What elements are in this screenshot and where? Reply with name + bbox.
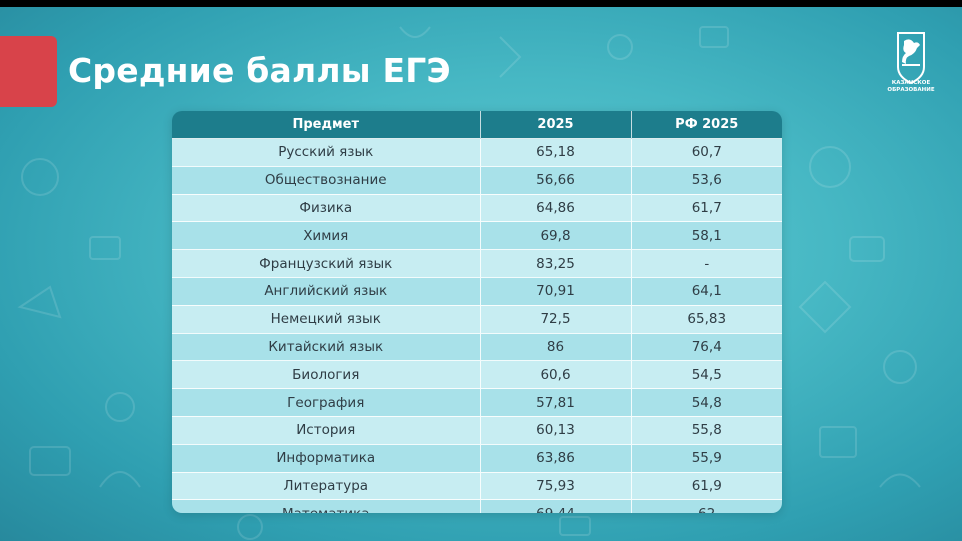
table-row: Английский язык 70,91 64,1 — [172, 276, 782, 306]
table-header-row: Предмет 2025 РФ 2025 — [172, 111, 782, 139]
subject-cell: Английский язык — [172, 276, 480, 306]
score-rf-cell: 65,83 — [630, 304, 782, 334]
score-rf-cell: 55,9 — [630, 443, 782, 473]
score-2025-cell: 69,44 — [479, 499, 631, 513]
table-row: Немецкий язык 72,5 65,83 — [172, 304, 782, 334]
subject-cell: Литература — [172, 471, 480, 500]
subject-cell: Русский язык — [172, 138, 480, 167]
score-2025-cell: 57,81 — [479, 388, 631, 417]
subject-cell: Биология — [172, 360, 480, 389]
table-row: Математика 69,44 62 — [172, 499, 782, 513]
table-row: Французский язык 83,25 - — [172, 249, 782, 278]
score-2025-cell: 65,18 — [479, 138, 631, 167]
kazan-dragon-logo-icon — [897, 32, 925, 85]
subject-cell: История — [172, 415, 480, 445]
subject-cell: География — [172, 388, 480, 417]
score-2025-cell: 60,6 — [479, 360, 631, 389]
table-body: Русский язык 65,18 60,7 Обществознание 5… — [172, 138, 782, 513]
subject-cell: Французский язык — [172, 249, 480, 278]
subject-cell: Немецкий язык — [172, 304, 480, 334]
subject-cell: Физика — [172, 193, 480, 222]
score-2025-cell: 75,93 — [479, 471, 631, 500]
score-rf-cell: 64,1 — [630, 276, 782, 306]
table-row: Биология 60,6 54,5 — [172, 360, 782, 389]
score-rf-cell: 53,6 — [630, 165, 782, 195]
score-rf-cell: 76,4 — [630, 332, 782, 361]
score-rf-cell: 54,5 — [630, 360, 782, 389]
score-2025-cell: 64,86 — [479, 193, 631, 222]
score-2025-cell: 72,5 — [479, 304, 631, 334]
subject-cell: Обществознание — [172, 165, 480, 195]
score-2025-cell: 60,13 — [479, 415, 631, 445]
score-2025-cell: 63,86 — [479, 443, 631, 473]
background-doodle-pattern — [17, 26, 921, 540]
subject-cell: Химия — [172, 221, 480, 250]
table-row: Русский язык 65,18 60,7 — [172, 138, 782, 167]
scores-table: Предмет 2025 РФ 2025 Русский язык 65,18 … — [172, 111, 782, 513]
table-row: Информатика 63,86 55,9 — [172, 443, 782, 473]
column-header-2025: 2025 — [479, 111, 631, 139]
score-rf-cell: - — [630, 249, 782, 278]
table-row: Обществознание 56,66 53,6 — [172, 165, 782, 195]
table-row: История 60,13 55,8 — [172, 415, 782, 445]
scores-table-card: Предмет 2025 РФ 2025 Русский язык 65,18 … — [172, 111, 782, 513]
title-accent-bar — [0, 36, 57, 107]
column-header-rf-2025: РФ 2025 — [630, 111, 782, 139]
score-rf-cell: 62 — [630, 499, 782, 513]
table-row: География 57,81 54,8 — [172, 388, 782, 417]
score-rf-cell: 60,7 — [630, 138, 782, 167]
subject-cell: Математика — [172, 499, 480, 513]
page-title: Средние баллы ЕГЭ — [68, 51, 451, 90]
score-2025-cell: 83,25 — [479, 249, 631, 278]
score-rf-cell: 61,9 — [630, 471, 782, 500]
subject-cell: Китайский язык — [172, 332, 480, 361]
score-rf-cell: 58,1 — [630, 221, 782, 250]
score-2025-cell: 70,91 — [479, 276, 631, 306]
table-header: Предмет 2025 РФ 2025 — [172, 111, 782, 139]
logo-caption: КАЗАНСКОЕ ОБРАЗОВАНИЕ — [887, 80, 935, 93]
table-row: Химия 69,8 58,1 — [172, 221, 782, 250]
subject-cell: Информатика — [172, 443, 480, 473]
column-header-subject: Предмет — [292, 117, 359, 132]
score-2025-cell: 86 — [479, 332, 631, 361]
score-rf-cell: 61,7 — [630, 193, 782, 222]
score-rf-cell: 55,8 — [630, 415, 782, 445]
slide: Средние баллы ЕГЭ КАЗАНСКОЕ ОБРАЗОВАНИЕ … — [0, 7, 962, 541]
table-row: Физика 64,86 61,7 — [172, 193, 782, 222]
table-row: Литература 75,93 61,9 — [172, 471, 782, 500]
score-2025-cell: 56,66 — [479, 165, 631, 195]
table-row: Китайский язык 86 76,4 — [172, 332, 782, 361]
score-2025-cell: 69,8 — [479, 221, 631, 250]
score-rf-cell: 54,8 — [630, 388, 782, 417]
